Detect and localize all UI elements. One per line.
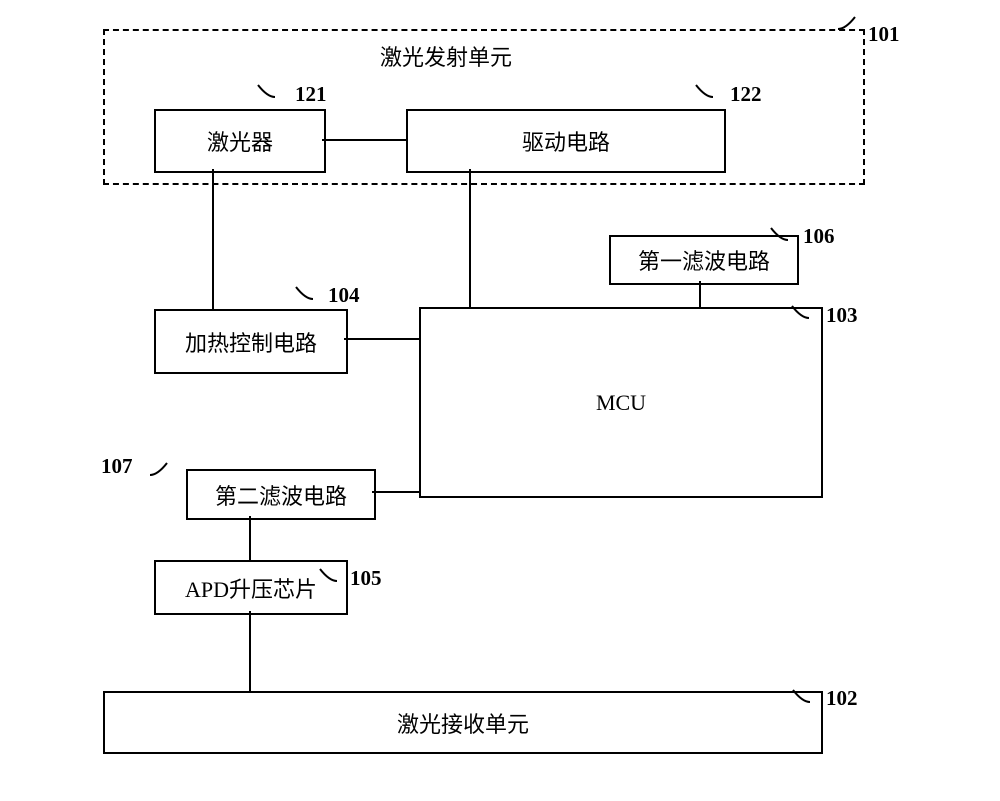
ref-102: 102 <box>826 686 858 711</box>
ref-104: 104 <box>328 283 360 308</box>
tick-4 <box>296 287 313 299</box>
block-filter1: 第一滤波电路 <box>609 235 799 285</box>
block-heater: 加热控制电路 <box>154 309 348 374</box>
ref-107: 107 <box>101 454 133 479</box>
tick-0 <box>838 17 855 29</box>
block-apd-label: APD升压芯片 <box>185 572 317 604</box>
block-rx-label: 激光接收单元 <box>397 707 529 739</box>
ref-101: 101 <box>868 22 900 47</box>
block-driver-label: 驱动电路 <box>522 125 610 157</box>
laser-emitting-unit-title: 激光发射单元 <box>380 40 512 72</box>
block-laser: 激光器 <box>154 109 326 173</box>
tick-6 <box>150 463 167 475</box>
block-heater-label: 加热控制电路 <box>185 326 317 358</box>
block-rx: 激光接收单元 <box>103 691 823 754</box>
block-filter2-label: 第二滤波电路 <box>215 479 347 511</box>
block-mcu: MCU <box>419 307 823 498</box>
block-apd: APD升压芯片 <box>154 560 348 615</box>
ref-121: 121 <box>295 82 327 107</box>
block-filter1-label: 第一滤波电路 <box>638 244 770 276</box>
ref-105: 105 <box>350 566 382 591</box>
block-filter2: 第二滤波电路 <box>186 469 376 520</box>
ref-103: 103 <box>826 303 858 328</box>
diagram-canvas: 激光发射单元 101 激光器 121 驱动电路 122 第一滤波电路 106 加热控制电路 104… <box>0 0 1000 801</box>
block-driver: 驱动电路 <box>406 109 726 173</box>
ref-106: 106 <box>803 224 835 249</box>
block-mcu-label: MCU <box>596 390 646 416</box>
ref-122: 122 <box>730 82 762 107</box>
block-laser-label: 激光器 <box>207 125 273 157</box>
